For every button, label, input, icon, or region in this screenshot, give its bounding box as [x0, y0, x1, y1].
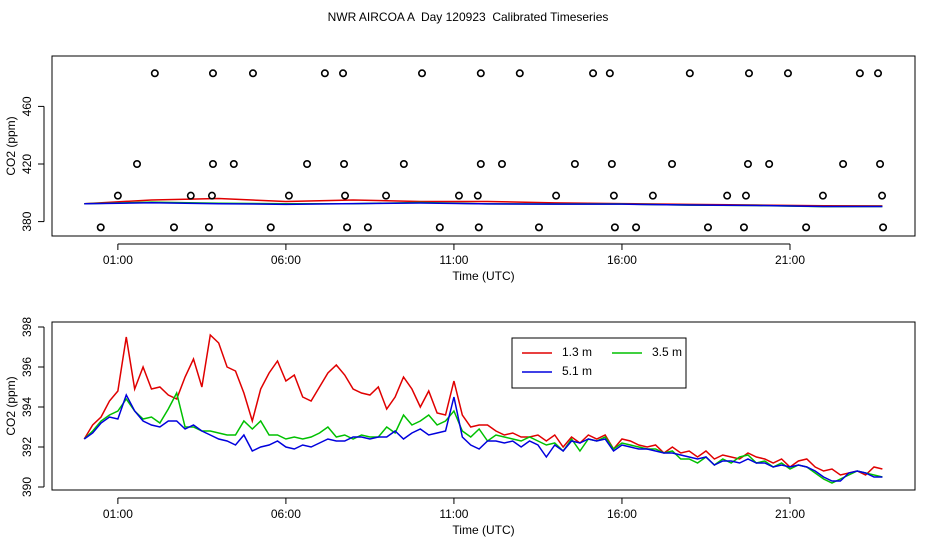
y-tick-label: 390 [20, 477, 34, 497]
outlier-point [839, 160, 848, 169]
outlier-point [497, 160, 506, 169]
series-line [83, 393, 883, 482]
outlier-point [632, 223, 641, 232]
outlier-point [208, 69, 217, 78]
x-tick-label: 11:00 [439, 507, 468, 521]
outlier-point [703, 223, 712, 232]
outlier-point [208, 160, 217, 169]
legend-box [511, 337, 687, 389]
outlier-point [879, 223, 888, 232]
outlier-point [874, 69, 883, 78]
outlier-point [668, 160, 677, 169]
y-tick-label: 392 [20, 437, 34, 457]
outlier-point [133, 160, 142, 169]
outlier-point [552, 191, 561, 200]
y-tick-label: 380 [20, 211, 34, 231]
x-tick-label: 06:00 [271, 253, 301, 267]
outlier-point [399, 160, 408, 169]
outlier-point [169, 223, 178, 232]
plot-frame [51, 55, 916, 237]
series-line [83, 333, 883, 476]
outlier-point [341, 191, 350, 200]
outlier-point [284, 191, 293, 200]
outlier-point [207, 191, 216, 200]
series-line [83, 390, 883, 484]
outlier-point [878, 191, 887, 200]
outlier-point [570, 160, 579, 169]
series-line [84, 201, 883, 208]
outlier-point [186, 191, 195, 200]
outlier-point [229, 160, 238, 169]
legend-label: 5.1 m [562, 364, 592, 378]
outlier-point [723, 191, 732, 200]
outlier-point [648, 191, 657, 200]
outlier-point [343, 223, 352, 232]
outlier-point [339, 69, 348, 78]
outlier-point [435, 223, 444, 232]
outlier-point [320, 69, 329, 78]
outlier-point [855, 69, 864, 78]
x-tick-label: 16:00 [607, 507, 637, 521]
x-axis-label: Time (UTC) [452, 269, 514, 283]
y-tick-label: 420 [20, 154, 34, 174]
outlier-point [609, 191, 618, 200]
x-tick-label: 11:00 [439, 253, 468, 267]
plot-frame [51, 321, 916, 491]
x-tick-label: 01:00 [103, 253, 133, 267]
x-tick-label: 06:00 [271, 507, 301, 521]
y-tick-label: 394 [20, 397, 34, 417]
outlier-point [607, 160, 616, 169]
outlier-point [474, 223, 483, 232]
y-tick-label: 460 [20, 96, 34, 116]
outlier-point [454, 191, 463, 200]
outlier-point [876, 160, 885, 169]
outlier-point [266, 223, 275, 232]
outlier-point [476, 69, 485, 78]
outlier-point [741, 191, 750, 200]
outlier-point [96, 223, 105, 232]
y-axis-label: CO2 (ppm) [4, 376, 18, 435]
outlier-point [534, 223, 543, 232]
outlier-point [589, 69, 598, 78]
x-axis-label: Time (UTC) [452, 523, 514, 537]
outlier-point [610, 223, 619, 232]
x-tick-label: 21:00 [775, 253, 805, 267]
outlier-point [473, 191, 482, 200]
outlier-point [802, 223, 811, 232]
outlier-point [150, 69, 159, 78]
x-tick-label: 01:00 [103, 507, 133, 521]
outlier-point [783, 69, 792, 78]
legend-label: 1.3 m [562, 345, 592, 359]
outlier-point [363, 223, 372, 232]
x-tick-label: 21:00 [775, 507, 805, 521]
chart-title: NWR AIRCOA A Day 120923 Calibrated Times… [328, 10, 609, 24]
outlier-point [743, 160, 752, 169]
y-tick-label: 398 [20, 317, 34, 337]
legend-label: 3.5 m [652, 345, 682, 359]
outlier-point [605, 69, 614, 78]
x-tick-label: 16:00 [607, 253, 637, 267]
outlier-point [248, 69, 257, 78]
outlier-point [113, 191, 122, 200]
outlier-point [303, 160, 312, 169]
outlier-point [476, 160, 485, 169]
outlier-point [744, 69, 753, 78]
outlier-point [739, 223, 748, 232]
outlier-point [340, 160, 349, 169]
outlier-point [765, 160, 774, 169]
outlier-point [818, 191, 827, 200]
y-axis-label: CO2 (ppm) [4, 116, 18, 175]
outlier-point [382, 191, 391, 200]
y-tick-label: 396 [20, 357, 34, 377]
outlier-point [418, 69, 427, 78]
outlier-point [515, 69, 524, 78]
outlier-point [204, 223, 213, 232]
outlier-point [685, 69, 694, 78]
